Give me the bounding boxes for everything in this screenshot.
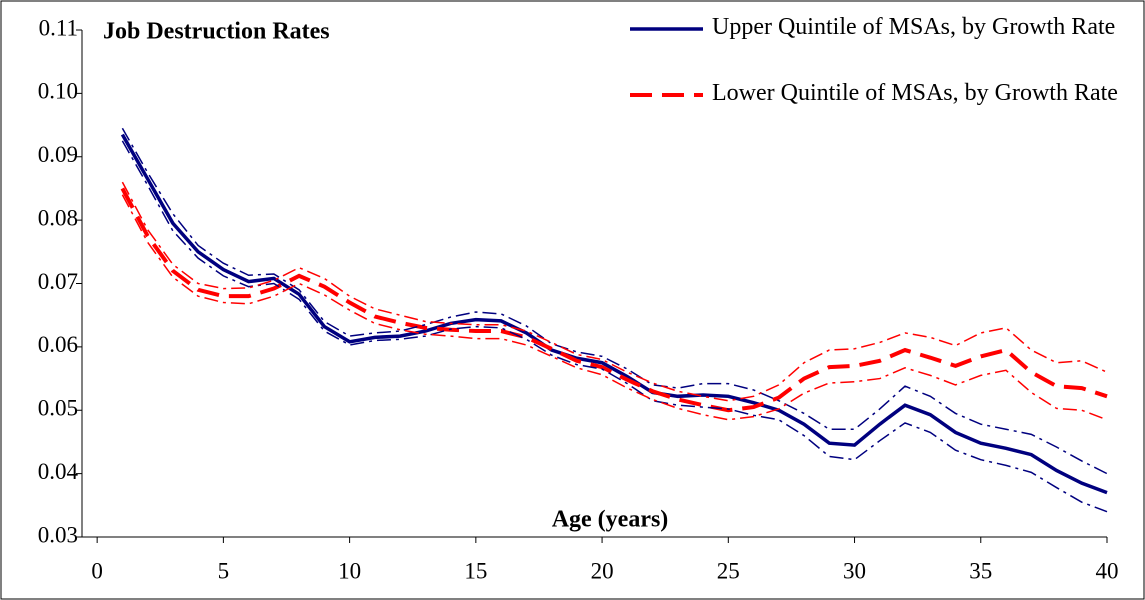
y-tick-label: 0.07 xyxy=(38,269,78,294)
legend-label: Lower Quintile of MSAs, by Growth Rate xyxy=(712,80,1118,106)
x-axis-label: Age (years) xyxy=(552,507,669,533)
y-tick-label: 0.09 xyxy=(38,142,78,167)
series-line xyxy=(120,133,1108,495)
x-tick-label: 15 xyxy=(464,558,487,583)
y-tick-label: 0.06 xyxy=(38,332,78,357)
series-line xyxy=(121,127,1108,475)
x-tick-label: 10 xyxy=(338,558,361,583)
y-tick-label: 0.05 xyxy=(38,396,78,421)
series-line xyxy=(121,194,1108,421)
legend-label: Upper Quintile of MSAs, by Growth Rate xyxy=(712,14,1116,40)
y-tick-label: 0.08 xyxy=(38,205,78,230)
y-tick-label: 0.11 xyxy=(39,15,78,40)
series-line xyxy=(121,140,1108,513)
y-tick-label: 0.10 xyxy=(38,79,78,104)
chart-title: Job Destruction Rates xyxy=(103,19,330,45)
y-tick-label: 0.03 xyxy=(38,522,78,547)
x-tick-label: 40 xyxy=(1096,558,1119,583)
y-tick-label: 0.04 xyxy=(38,459,79,484)
x-tick-label: 35 xyxy=(969,558,992,583)
x-tick-label: 0 xyxy=(91,558,103,583)
x-tick-label: 30 xyxy=(843,558,866,583)
series-line xyxy=(121,181,1108,402)
x-tick-label: 5 xyxy=(218,558,230,583)
x-tick-label: 25 xyxy=(717,558,740,583)
x-tick-label: 20 xyxy=(591,558,614,583)
